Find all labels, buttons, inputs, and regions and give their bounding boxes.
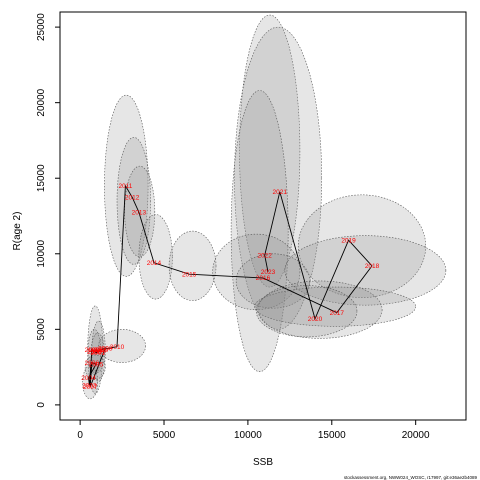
y-tick-label-15000: 15000 bbox=[36, 164, 47, 192]
year-label-2000: 2000 bbox=[87, 349, 102, 356]
y-tick-label-5000: 5000 bbox=[36, 318, 47, 341]
x-axis-title: SSB bbox=[253, 457, 273, 468]
year-label-1998: 1998 bbox=[88, 347, 103, 354]
confidence-ellipse-20 bbox=[254, 286, 416, 327]
y-tick-label-25000: 25000 bbox=[36, 13, 47, 41]
year-label-2001: 2001 bbox=[91, 350, 106, 357]
year-label-2004: 2004 bbox=[81, 375, 96, 382]
plot-frame bbox=[59, 11, 467, 421]
year-label-2021: 2021 bbox=[273, 189, 288, 196]
year-label-2011: 2011 bbox=[118, 183, 132, 190]
confidence-ellipse-16 bbox=[235, 253, 311, 309]
confidence-ellipse-18 bbox=[284, 235, 447, 306]
year-label-2022: 2022 bbox=[257, 252, 272, 259]
trajectory-line bbox=[88, 184, 373, 387]
x-axis: 0 5000 10000 15000 20000 bbox=[77, 420, 430, 441]
year-label-2003: 2003 bbox=[82, 382, 97, 389]
year-label-2015: 2015 bbox=[182, 271, 197, 278]
confidence-ellipse-9 bbox=[124, 165, 156, 258]
year-label-2008: 2008 bbox=[98, 345, 113, 352]
y-axis: 0 5000 10000 15000 20000 25000 bbox=[36, 13, 60, 408]
x-tick-label-20000: 20000 bbox=[402, 430, 430, 441]
y-tick-label-0: 0 bbox=[36, 402, 47, 408]
confidence-ellipse-21 bbox=[255, 285, 358, 338]
year-label-2023: 2023 bbox=[261, 269, 276, 276]
y-tick-label-10000: 10000 bbox=[36, 239, 47, 267]
confidence-ellipse-14 bbox=[230, 90, 289, 372]
year-label-2010: 2010 bbox=[110, 344, 125, 351]
year-label-2016: 2016 bbox=[256, 275, 271, 282]
year-label-2005: 2005 bbox=[89, 361, 104, 368]
y-axis-title: R(age 2) bbox=[12, 212, 23, 251]
year-label-2006: 2006 bbox=[85, 360, 100, 367]
year-label-2019: 2019 bbox=[341, 237, 356, 244]
x-tick-label-5000: 5000 bbox=[153, 430, 176, 441]
confidence-ellipse-17 bbox=[297, 194, 427, 298]
year-label-2020: 2020 bbox=[308, 316, 323, 323]
year-label-1999: 1999 bbox=[91, 348, 106, 355]
year-label-2009: 2009 bbox=[94, 347, 109, 354]
confidence-ellipse-19 bbox=[257, 280, 383, 339]
confidence-ellipse-12 bbox=[239, 14, 301, 288]
year-label-2018: 2018 bbox=[365, 263, 380, 270]
x-tick-label-0: 0 bbox=[77, 430, 83, 441]
year-label-2014: 2014 bbox=[147, 260, 162, 267]
footer-note: stockassessment.org, NWW024_WOSC, r17997… bbox=[344, 475, 478, 480]
confidence-ellipse-11 bbox=[168, 230, 217, 301]
year-label-2013: 2013 bbox=[132, 209, 147, 216]
year-label-2007: 2007 bbox=[83, 384, 98, 391]
year-label-2012: 2012 bbox=[125, 194, 140, 201]
year-label-2002: 2002 bbox=[85, 347, 100, 354]
confidence-ellipse-7 bbox=[104, 94, 149, 277]
confidence-ellipses bbox=[82, 14, 447, 400]
x-tick-label-10000: 10000 bbox=[234, 430, 262, 441]
confidence-ellipse-10 bbox=[138, 214, 173, 300]
x-tick-label-15000: 15000 bbox=[318, 430, 346, 441]
y-tick-label-20000: 20000 bbox=[36, 88, 47, 116]
confidence-ellipse-13 bbox=[234, 26, 323, 330]
trajectory-polyline bbox=[88, 184, 373, 387]
year-label-2017: 2017 bbox=[330, 310, 345, 317]
confidence-ellipse-6 bbox=[98, 329, 146, 363]
